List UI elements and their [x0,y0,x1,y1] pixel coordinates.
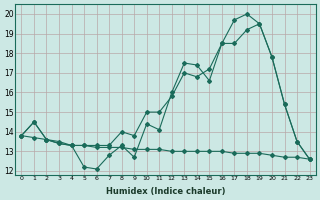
X-axis label: Humidex (Indice chaleur): Humidex (Indice chaleur) [106,187,225,196]
